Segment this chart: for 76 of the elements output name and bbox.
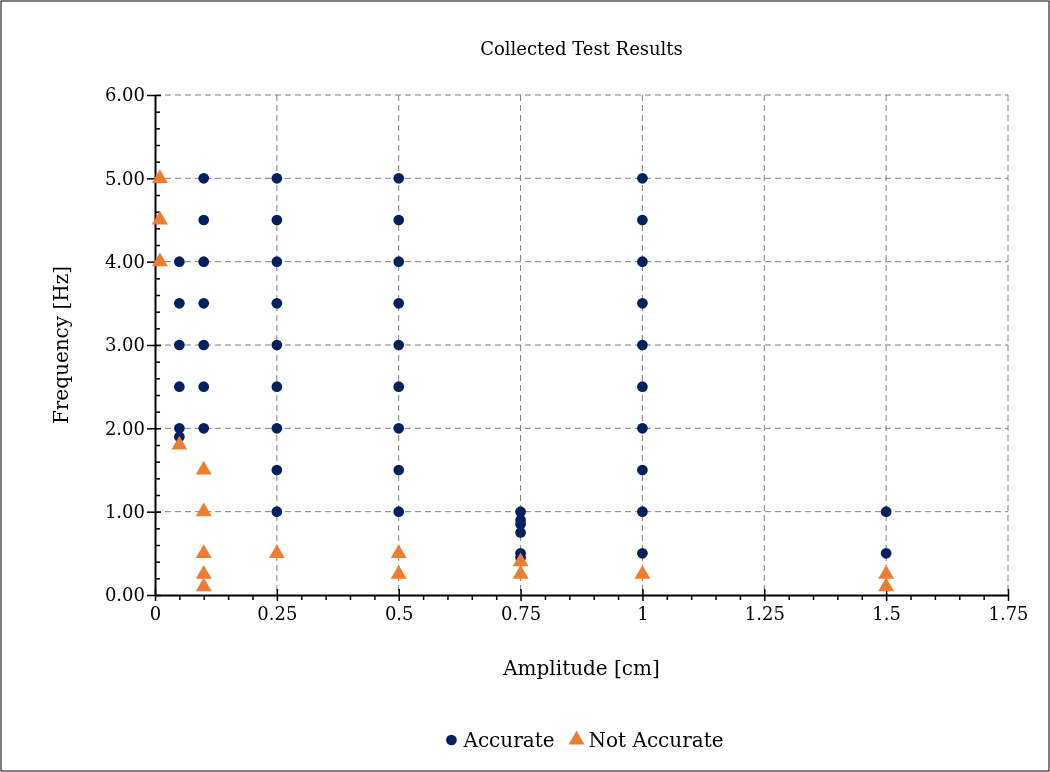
point [271,339,283,351]
point [637,381,648,393]
legend-label: Accurate [462,728,555,752]
point [393,339,405,351]
point [637,464,648,476]
point [198,422,210,434]
x-tick-label: 0.75 [501,602,542,624]
point [393,422,405,434]
point [637,256,648,268]
point [195,502,212,517]
point [268,544,285,558]
point [393,297,405,309]
point [174,339,185,351]
point [878,577,895,592]
y-tick-label: 6.00 [104,84,145,106]
x-tick-label: 1.75 [988,602,1029,624]
x-tick-label: 1.25 [744,602,785,624]
point [880,506,892,518]
point [390,544,407,558]
point [198,214,210,226]
point [880,547,892,559]
legend-label: Not Accurate [588,728,724,752]
point [393,506,405,518]
point [878,564,895,579]
point [198,297,210,309]
point [271,464,283,476]
point [195,577,212,592]
point [393,172,405,184]
point [393,381,405,393]
y-tick-label: 1.00 [104,500,145,522]
point [271,506,283,518]
point [637,506,648,518]
point [634,564,651,579]
y-tick-label: 4.00 [104,250,145,272]
point [174,256,185,268]
point [637,214,648,226]
point [195,564,212,579]
point [637,172,648,184]
point [195,544,212,558]
point [271,381,283,393]
point [198,339,210,351]
y-axis-title: Frequency [Hz] [49,265,73,425]
x-tick-label: 0.5 [384,602,414,624]
point [195,460,212,475]
point [393,214,405,226]
point [198,381,210,393]
x-tick-label: 1 [637,602,649,624]
point [515,527,526,538]
point [637,547,648,559]
point [271,214,283,226]
chart-title: Collected Test Results [480,38,683,59]
y-tick-label: 0.00 [104,584,145,606]
point [271,422,283,434]
y-tick-label: 5.00 [104,167,145,189]
x-tick-label: 1.5 [872,602,901,624]
y-tick-label: 2.00 [104,417,145,439]
point [171,435,188,450]
point [393,256,405,268]
x-tick-label: 0 [149,602,162,624]
point [174,297,185,309]
point [637,422,648,434]
point [637,297,648,309]
point [512,552,529,567]
x-tick-label: 0.25 [257,602,298,624]
point [198,172,210,184]
point [271,256,283,268]
point [271,172,283,184]
point [174,381,185,393]
point [198,256,210,268]
point [390,564,407,579]
point [271,297,283,309]
point [393,464,405,476]
x-axis-title: Amplitude [cm] [502,656,660,680]
point [637,339,648,351]
y-tick-label: 3.00 [104,334,145,356]
point [512,564,529,579]
